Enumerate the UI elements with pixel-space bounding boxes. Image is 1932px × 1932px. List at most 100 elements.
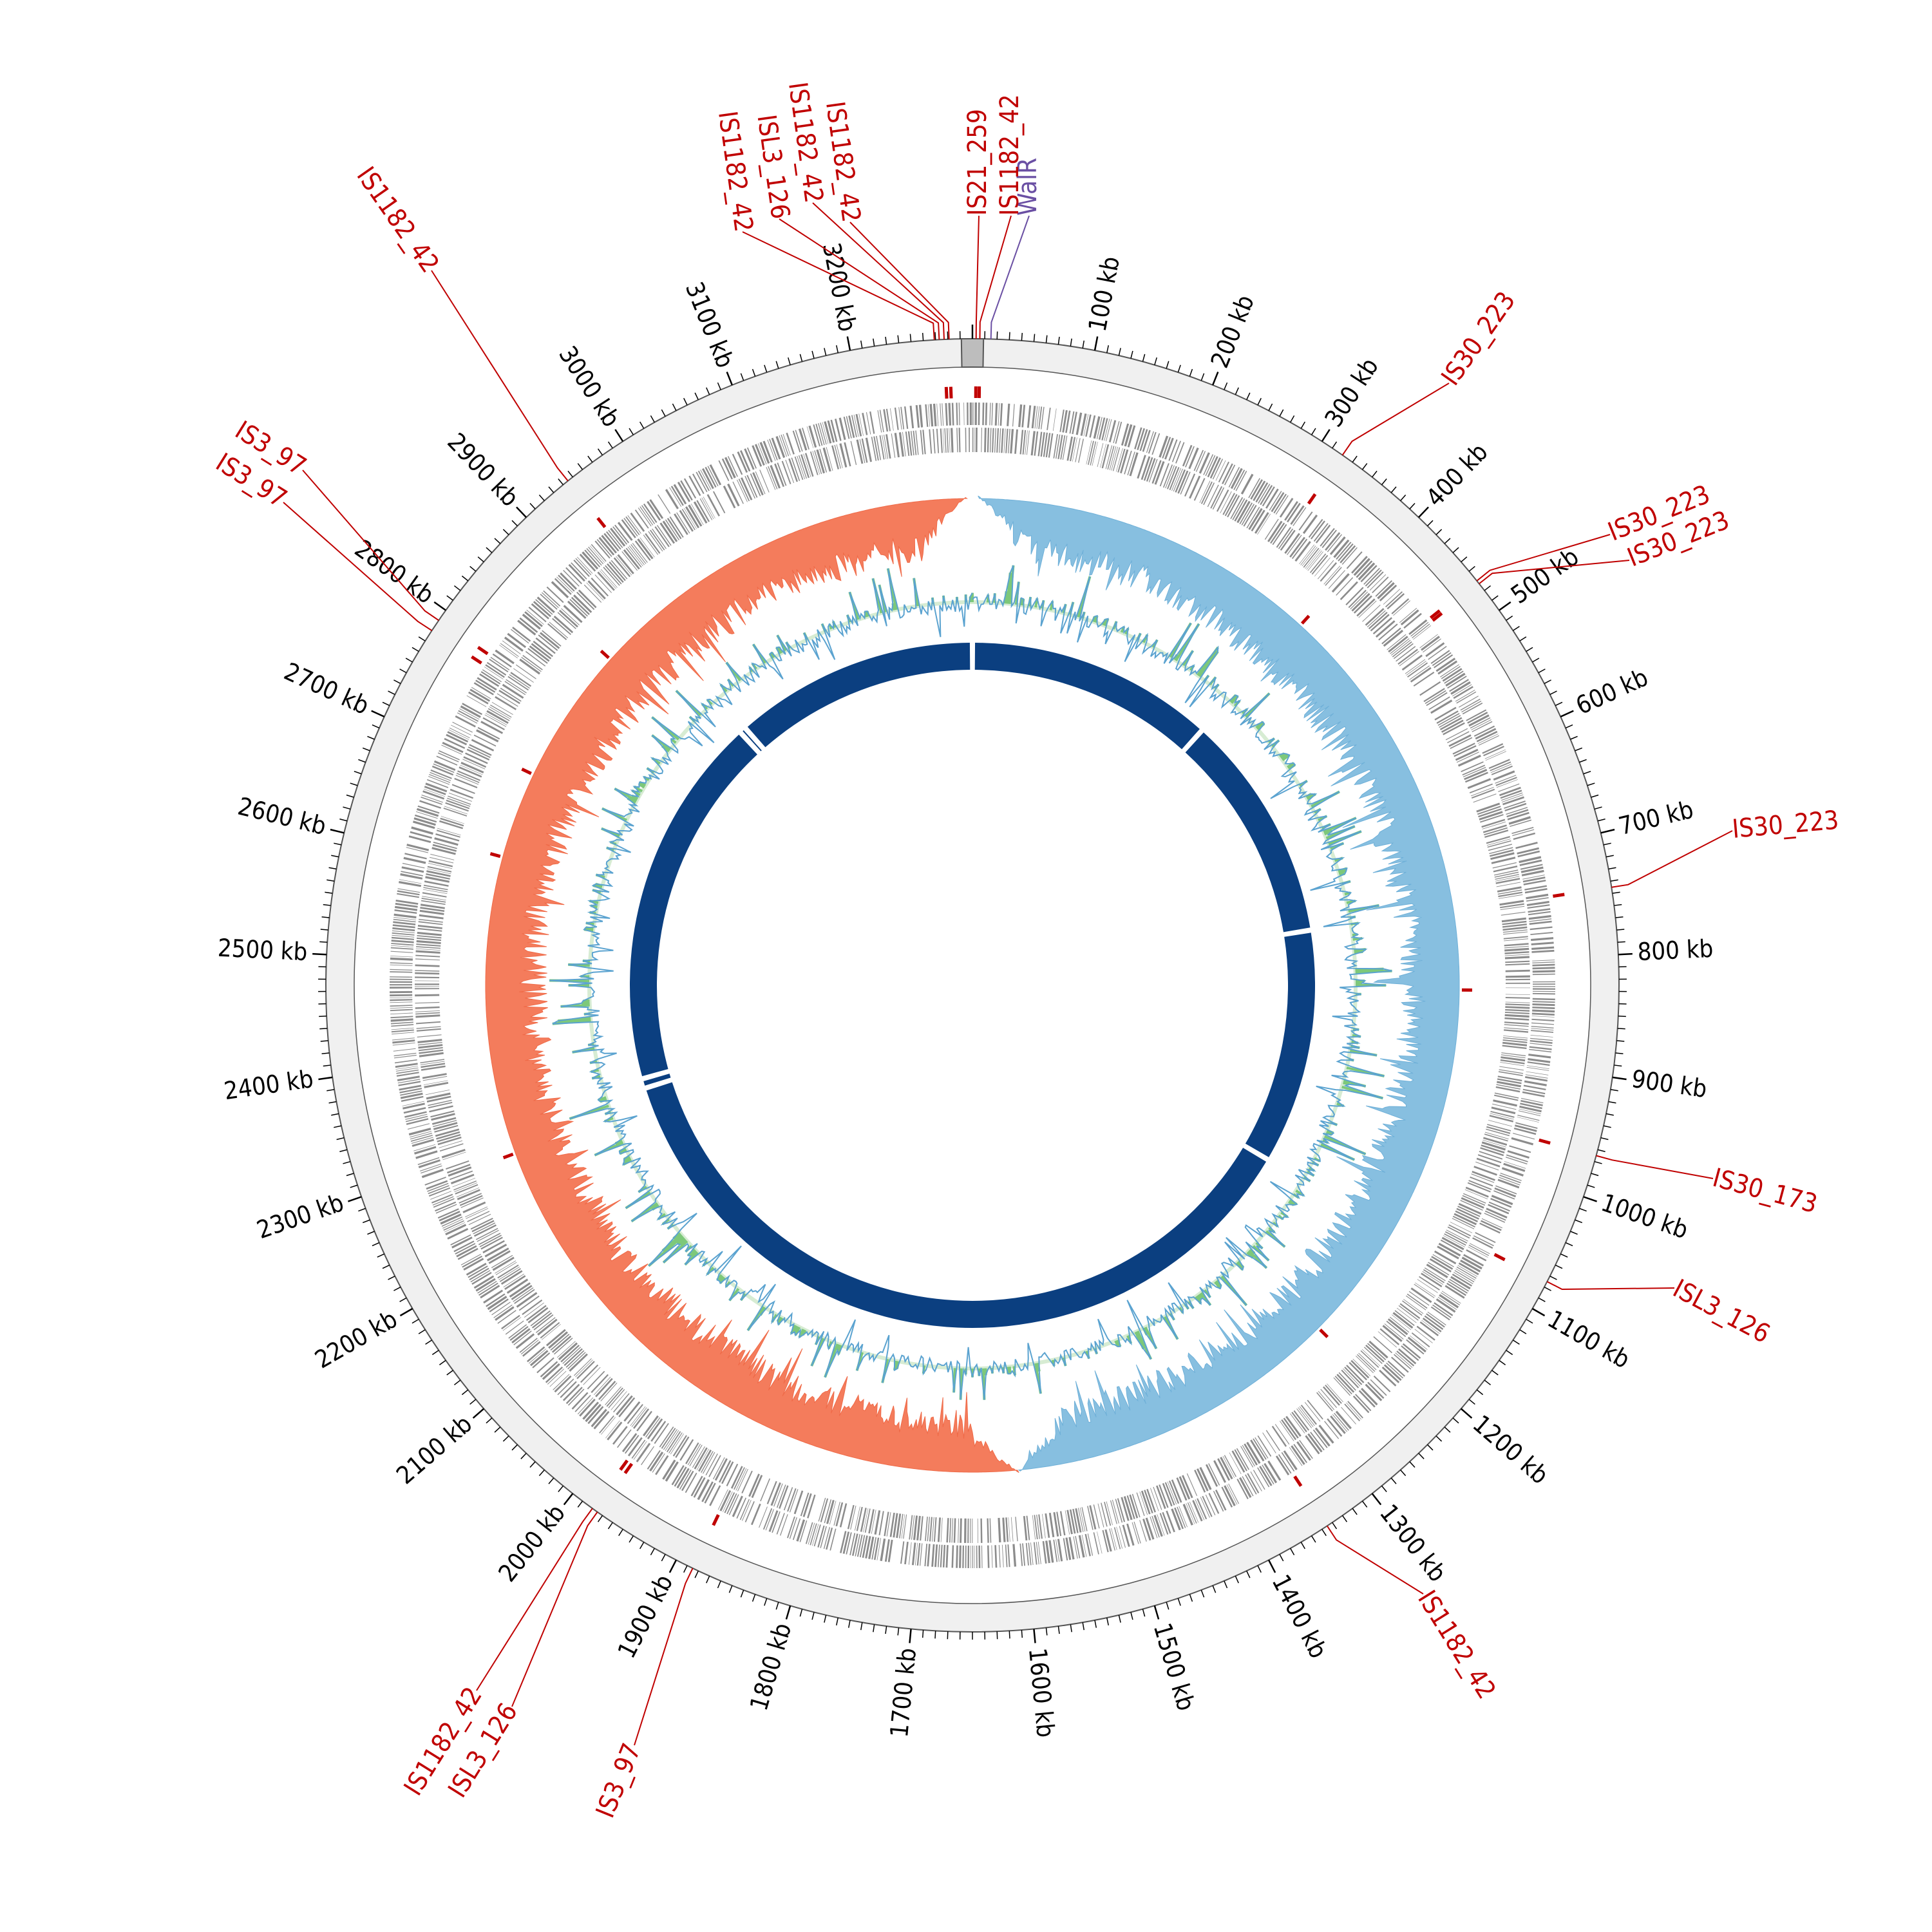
- minor-tick: [1575, 747, 1583, 752]
- minor-tick: [425, 1340, 432, 1345]
- minor-tick: [339, 1149, 348, 1153]
- minor-tick: [323, 1065, 331, 1067]
- tick-label: 200 kb: [1206, 291, 1260, 372]
- is-element-mark: [1307, 493, 1317, 505]
- minor-tick: [469, 565, 477, 572]
- minor-tick: [1591, 794, 1599, 798]
- minor-tick: [321, 916, 330, 918]
- is-element-label: ISL3_126: [752, 113, 795, 221]
- minor-tick: [1614, 1065, 1622, 1067]
- minor-tick: [350, 782, 358, 786]
- tick-label: 1000 kb: [1598, 1188, 1692, 1244]
- is-element-mark: [477, 646, 489, 656]
- minor-tick: [494, 538, 501, 544]
- minor-tick: [439, 1359, 446, 1365]
- major-tick: [785, 1605, 791, 1620]
- gc-content-line: [549, 565, 1392, 1400]
- minor-tick: [1057, 336, 1060, 345]
- tick-label: 1800 kb: [744, 1620, 797, 1714]
- minor-tick: [1021, 332, 1023, 341]
- minor-tick: [477, 556, 484, 563]
- minor-tick: [587, 455, 593, 463]
- minor-tick: [399, 668, 407, 674]
- minor-tick: [367, 1231, 375, 1235]
- backbone-segment: [630, 734, 757, 1077]
- major-tick: [614, 429, 624, 442]
- minor-tick: [607, 1522, 613, 1530]
- minor-tick: [1555, 701, 1563, 706]
- backbone-track: [630, 643, 1315, 1329]
- minor-tick: [529, 1461, 536, 1468]
- minor-tick: [1268, 403, 1273, 411]
- minor-tick: [706, 1575, 710, 1584]
- minor-tick: [1166, 1602, 1170, 1610]
- minor-tick: [934, 1631, 936, 1639]
- minor-tick: [629, 1535, 634, 1543]
- minor-tick: [1009, 332, 1010, 340]
- minor-tick: [1400, 1469, 1406, 1476]
- minor-tick: [824, 348, 827, 356]
- minor-tick: [1142, 1609, 1146, 1617]
- is-element-mark: [1539, 1138, 1551, 1145]
- minor-tick: [319, 1028, 328, 1030]
- is-element-label: IS30_173: [1710, 1163, 1821, 1219]
- minor-tick: [321, 1052, 330, 1054]
- major-tick: [1560, 710, 1574, 718]
- minor-tick: [343, 1160, 351, 1164]
- tick-label: 900 kb: [1630, 1065, 1709, 1103]
- tick-label: 2100 kb: [391, 1410, 477, 1490]
- minor-tick: [752, 368, 756, 377]
- minor-tick: [1311, 428, 1316, 435]
- minor-tick: [1321, 1529, 1327, 1537]
- backbone-segment: [1185, 732, 1311, 933]
- minor-tick: [1361, 1501, 1368, 1508]
- is-element-label: IS21_259: [963, 109, 992, 216]
- minor-tick: [1246, 1570, 1251, 1578]
- minor-tick: [405, 658, 413, 663]
- minor-tick: [520, 1453, 527, 1459]
- is-element-mark: [619, 1459, 629, 1471]
- minor-tick: [683, 397, 688, 406]
- minor-tick: [453, 585, 461, 591]
- is-element-mark: [1493, 1253, 1506, 1262]
- minor-tick: [764, 365, 768, 373]
- minor-tick: [1615, 916, 1624, 918]
- is-element-label: IS30_223: [1731, 806, 1840, 844]
- minor-tick: [418, 1329, 426, 1334]
- feature-leader-line: [283, 502, 433, 632]
- feature-leader-line: [990, 215, 1030, 339]
- major-tick: [668, 1559, 677, 1573]
- minor-tick: [494, 1426, 501, 1433]
- minor-tick: [836, 1617, 838, 1625]
- minor-tick: [1332, 441, 1338, 449]
- major-tick: [726, 372, 734, 386]
- major-tick: [330, 828, 345, 834]
- minor-tick: [811, 350, 815, 359]
- minor-tick: [1177, 365, 1181, 373]
- minor-tick: [764, 1598, 768, 1606]
- tick-label: 1600 kb: [1023, 1647, 1060, 1739]
- minor-tick: [597, 448, 603, 456]
- minor-tick: [320, 929, 328, 931]
- minor-tick: [1579, 759, 1587, 763]
- minor-tick: [1608, 867, 1616, 870]
- minor-tick: [1290, 415, 1295, 423]
- feature-leader-line: [1479, 560, 1630, 585]
- minor-tick: [1224, 382, 1228, 390]
- minor-tick: [650, 1548, 655, 1556]
- minor-tick: [1341, 1515, 1348, 1522]
- is-element-label: IS1182_42: [1412, 1586, 1501, 1704]
- minor-tick: [529, 502, 536, 509]
- major-tick: [318, 1076, 333, 1081]
- minor-tick: [334, 842, 342, 846]
- minor-tick: [1612, 891, 1620, 894]
- minor-tick: [1189, 1594, 1193, 1602]
- major-tick: [1583, 1196, 1597, 1202]
- feature-leader-line: [979, 215, 1012, 339]
- minor-tick: [1532, 658, 1540, 663]
- backbone-segment: [747, 643, 971, 748]
- minor-tick: [1570, 1231, 1578, 1235]
- minor-tick: [788, 357, 791, 365]
- tick-label: 2700 kb: [280, 657, 374, 720]
- minor-tick: [538, 1469, 545, 1476]
